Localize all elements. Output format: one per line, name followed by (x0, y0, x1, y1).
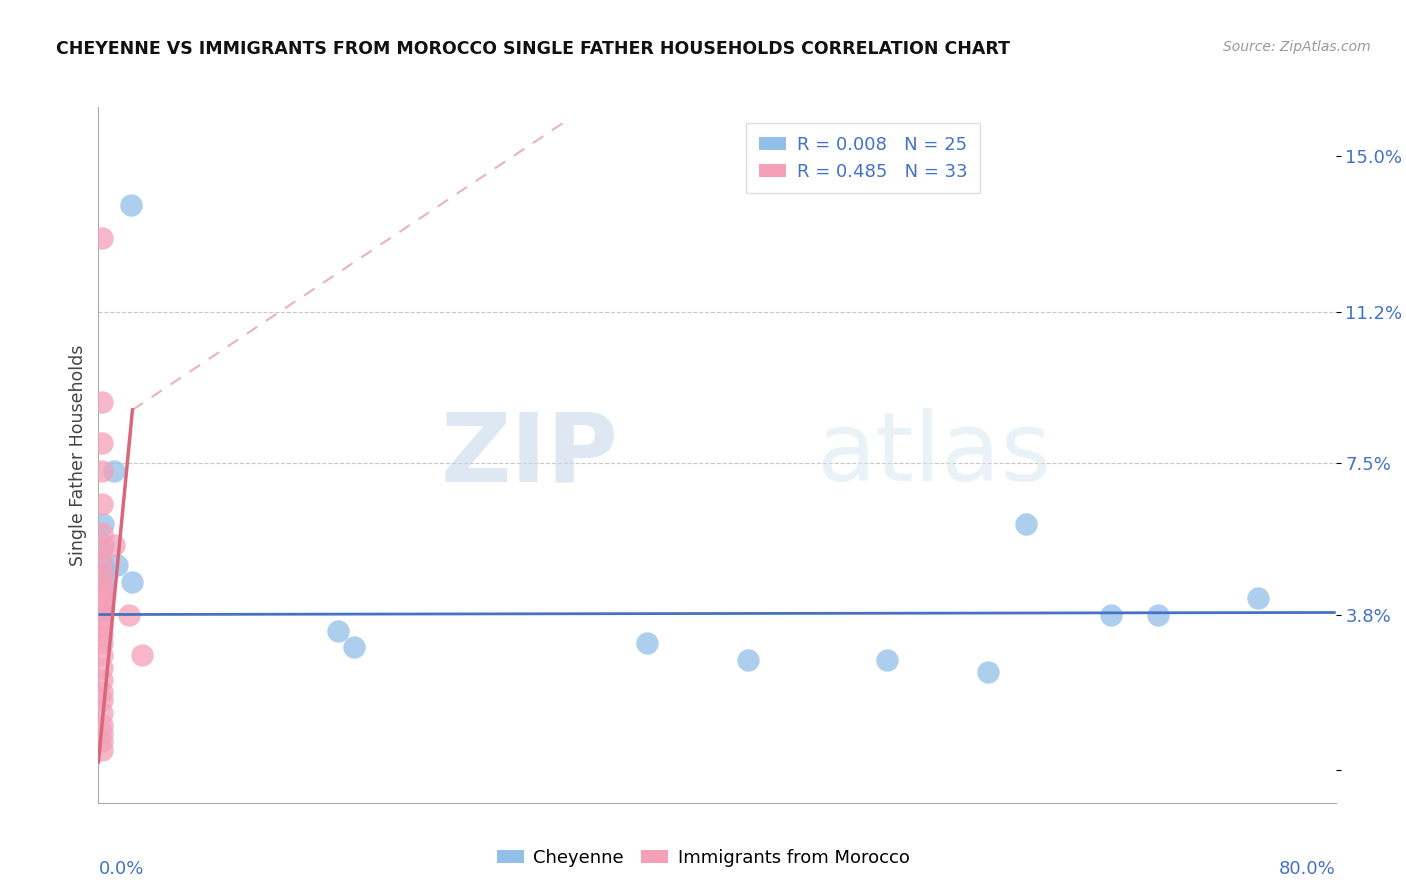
Point (120, 198, 142, 212)
Point (90, 394, 112, 409)
Point (121, 574, 143, 589)
Point (90, 497, 112, 511)
Point (90, 603, 112, 617)
Point (91, 566, 114, 581)
Point (636, 636, 658, 650)
Point (90, 574, 112, 589)
Point (90, 542, 112, 557)
Point (91, 558, 114, 573)
Point (90, 620, 112, 634)
Point (90, 718, 112, 732)
Point (90, 734, 112, 748)
Point (737, 652, 759, 666)
Point (91, 595, 114, 609)
Point (90, 599, 112, 614)
Point (976, 665, 998, 679)
Text: CHEYENNE VS IMMIGRANTS FROM MOROCCO SINGLE FATHER HOUSEHOLDS CORRELATION CHART: CHEYENNE VS IMMIGRANTS FROM MOROCCO SING… (56, 40, 1011, 58)
Point (1147, 607, 1170, 622)
Point (91, 574, 114, 589)
Point (131, 648, 153, 663)
Point (90, 464, 112, 478)
Point (90, 231, 112, 245)
Point (1247, 591, 1270, 606)
Point (105, 558, 128, 573)
Point (90, 591, 112, 606)
Point (91, 582, 114, 597)
Point (91, 603, 114, 617)
Point (103, 538, 125, 552)
Point (90, 525, 112, 540)
Point (326, 624, 350, 638)
Legend: R = 0.008   N = 25, R = 0.485   N = 33: R = 0.008 N = 25, R = 0.485 N = 33 (747, 123, 980, 194)
Text: Source: ZipAtlas.com: Source: ZipAtlas.com (1223, 40, 1371, 54)
Point (90, 587, 112, 601)
Point (91, 538, 114, 552)
Point (90, 582, 112, 597)
Point (876, 652, 898, 666)
Point (90, 566, 112, 581)
Point (90, 636, 112, 650)
Point (90, 554, 112, 568)
Point (90, 612, 112, 626)
Point (90, 628, 112, 642)
Point (90, 726, 112, 740)
Text: 80.0%: 80.0% (1279, 860, 1336, 878)
Point (1099, 607, 1122, 622)
Point (91, 587, 114, 601)
Point (90, 435, 112, 450)
Y-axis label: Single Father Households: Single Father Households (69, 344, 87, 566)
Point (90, 673, 112, 687)
Legend: Cheyenne, Immigrants from Morocco: Cheyenne, Immigrants from Morocco (489, 842, 917, 874)
Text: atlas: atlas (815, 409, 1052, 501)
Point (90, 685, 112, 699)
Text: 0.0%: 0.0% (98, 860, 143, 878)
Point (103, 464, 125, 478)
Point (90, 706, 112, 720)
Point (118, 607, 141, 622)
Point (90, 648, 112, 663)
Point (91, 517, 114, 532)
Text: ZIP: ZIP (440, 409, 619, 501)
Point (90, 595, 112, 609)
Point (343, 640, 366, 655)
Point (1015, 517, 1038, 532)
Point (91, 591, 114, 606)
Point (90, 693, 112, 707)
Point (90, 742, 112, 756)
Point (90, 661, 112, 675)
Point (91, 599, 114, 614)
